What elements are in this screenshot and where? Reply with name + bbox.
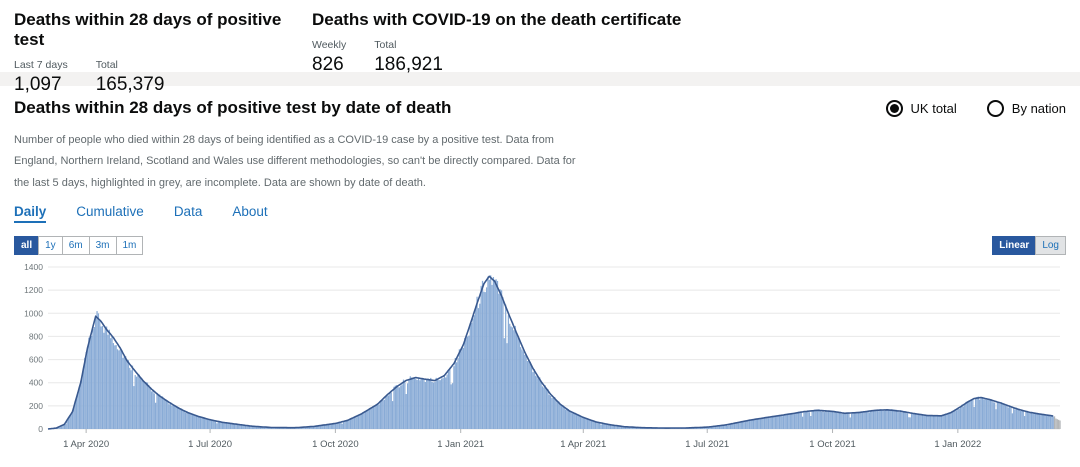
metric-label: Total (374, 39, 397, 51)
svg-text:1 Jul 2021: 1 Jul 2021 (685, 439, 729, 450)
svg-text:800: 800 (29, 332, 43, 342)
section-divider (0, 72, 1080, 86)
metric-value: 165,379 (95, 74, 165, 95)
svg-text:1 Jul 2020: 1 Jul 2020 (188, 439, 232, 450)
svg-text:1000: 1000 (24, 309, 43, 319)
chart-tabs: Daily Cumulative Data About (14, 204, 1066, 224)
svg-text:1 Apr 2020: 1 Apr 2020 (63, 439, 109, 450)
svg-text:1 Oct 2020: 1 Oct 2020 (312, 439, 358, 450)
chart-description: Number of people who died within 28 days… (14, 134, 576, 189)
range-button-3m[interactable]: 3m (88, 236, 117, 256)
svg-text:1 Oct 2021: 1 Oct 2021 (809, 439, 855, 450)
radio-label: UK total (910, 100, 957, 116)
tab-data[interactable]: Data (173, 204, 203, 220)
scale-toggle-buttons: Linear Log (992, 236, 1066, 256)
stat-block-deaths-28-days: Deaths within 28 days of positive test L… (14, 10, 312, 95)
radio-by-nation[interactable]: By nation (986, 99, 1066, 117)
svg-text:0: 0 (38, 424, 43, 434)
metric-last-7-days: Last 7 days 1,097 (14, 59, 68, 96)
svg-text:1200: 1200 (24, 285, 43, 295)
svg-text:1400: 1400 (24, 262, 43, 272)
range-button-all[interactable]: all (14, 236, 40, 256)
svg-text:1 Jan 2021: 1 Jan 2021 (437, 439, 484, 450)
radio-uk-total[interactable]: UK total (885, 99, 957, 117)
chart-card-title: Deaths within 28 days of positive test b… (14, 98, 452, 117)
deaths-time-series-chart: 0 200 400 600 800 1000 1200 1400 1 Apr 2020 1 Jul… (14, 257, 1066, 458)
svg-text:1 Jan 2022: 1 Jan 2022 (934, 439, 981, 450)
scale-button-linear[interactable]: Linear (992, 236, 1037, 256)
tab-daily[interactable]: Daily (14, 204, 47, 224)
stat-title: Deaths within 28 days of positive test (14, 10, 282, 49)
svg-text:400: 400 (29, 378, 43, 388)
metric-value: 186,921 (374, 54, 443, 75)
svg-text:600: 600 (29, 355, 43, 365)
range-button-6m[interactable]: 6m (61, 236, 90, 256)
chart-svg: 0 200 400 600 800 1000 1200 1400 1 Apr 2020 1 Jul… (24, 262, 1061, 450)
range-button-1m[interactable]: 1m (115, 236, 144, 256)
metric-weekly: Weekly 826 (312, 39, 346, 76)
svg-text:200: 200 (29, 401, 43, 411)
scale-button-log[interactable]: Log (1035, 236, 1066, 256)
metric-total: Total 165,379 (96, 59, 165, 96)
radio-button-icon[interactable] (885, 99, 903, 117)
stat-block-death-certificate: Deaths with COVID-19 on the death certif… (312, 10, 682, 75)
metric-value: 1,097 (14, 74, 62, 95)
stat-title: Deaths with COVID-19 on the death certif… (312, 10, 682, 29)
svg-text:1 Apr 2021: 1 Apr 2021 (560, 439, 606, 450)
radio-label: By nation (1011, 100, 1066, 116)
radio-button-icon[interactable] (986, 99, 1004, 117)
metric-label: Total (95, 59, 118, 71)
area-radio-group: UK total By nation (885, 99, 1066, 117)
metric-label: Weekly (312, 39, 347, 51)
metric-value: 826 (312, 54, 344, 75)
tab-about[interactable]: About (232, 204, 268, 220)
range-button-1y[interactable]: 1y (38, 236, 63, 256)
tab-cumulative[interactable]: Cumulative (76, 204, 144, 220)
metric-total: Total 186,921 (374, 39, 443, 76)
time-range-buttons: all 1y 6m 3m 1m (14, 236, 144, 256)
metric-label: Last 7 days (14, 59, 68, 71)
deaths-chart-card: Deaths within 28 days of positive test b… (0, 86, 1080, 459)
headline-stats: Deaths within 28 days of positive test L… (0, 0, 1080, 95)
